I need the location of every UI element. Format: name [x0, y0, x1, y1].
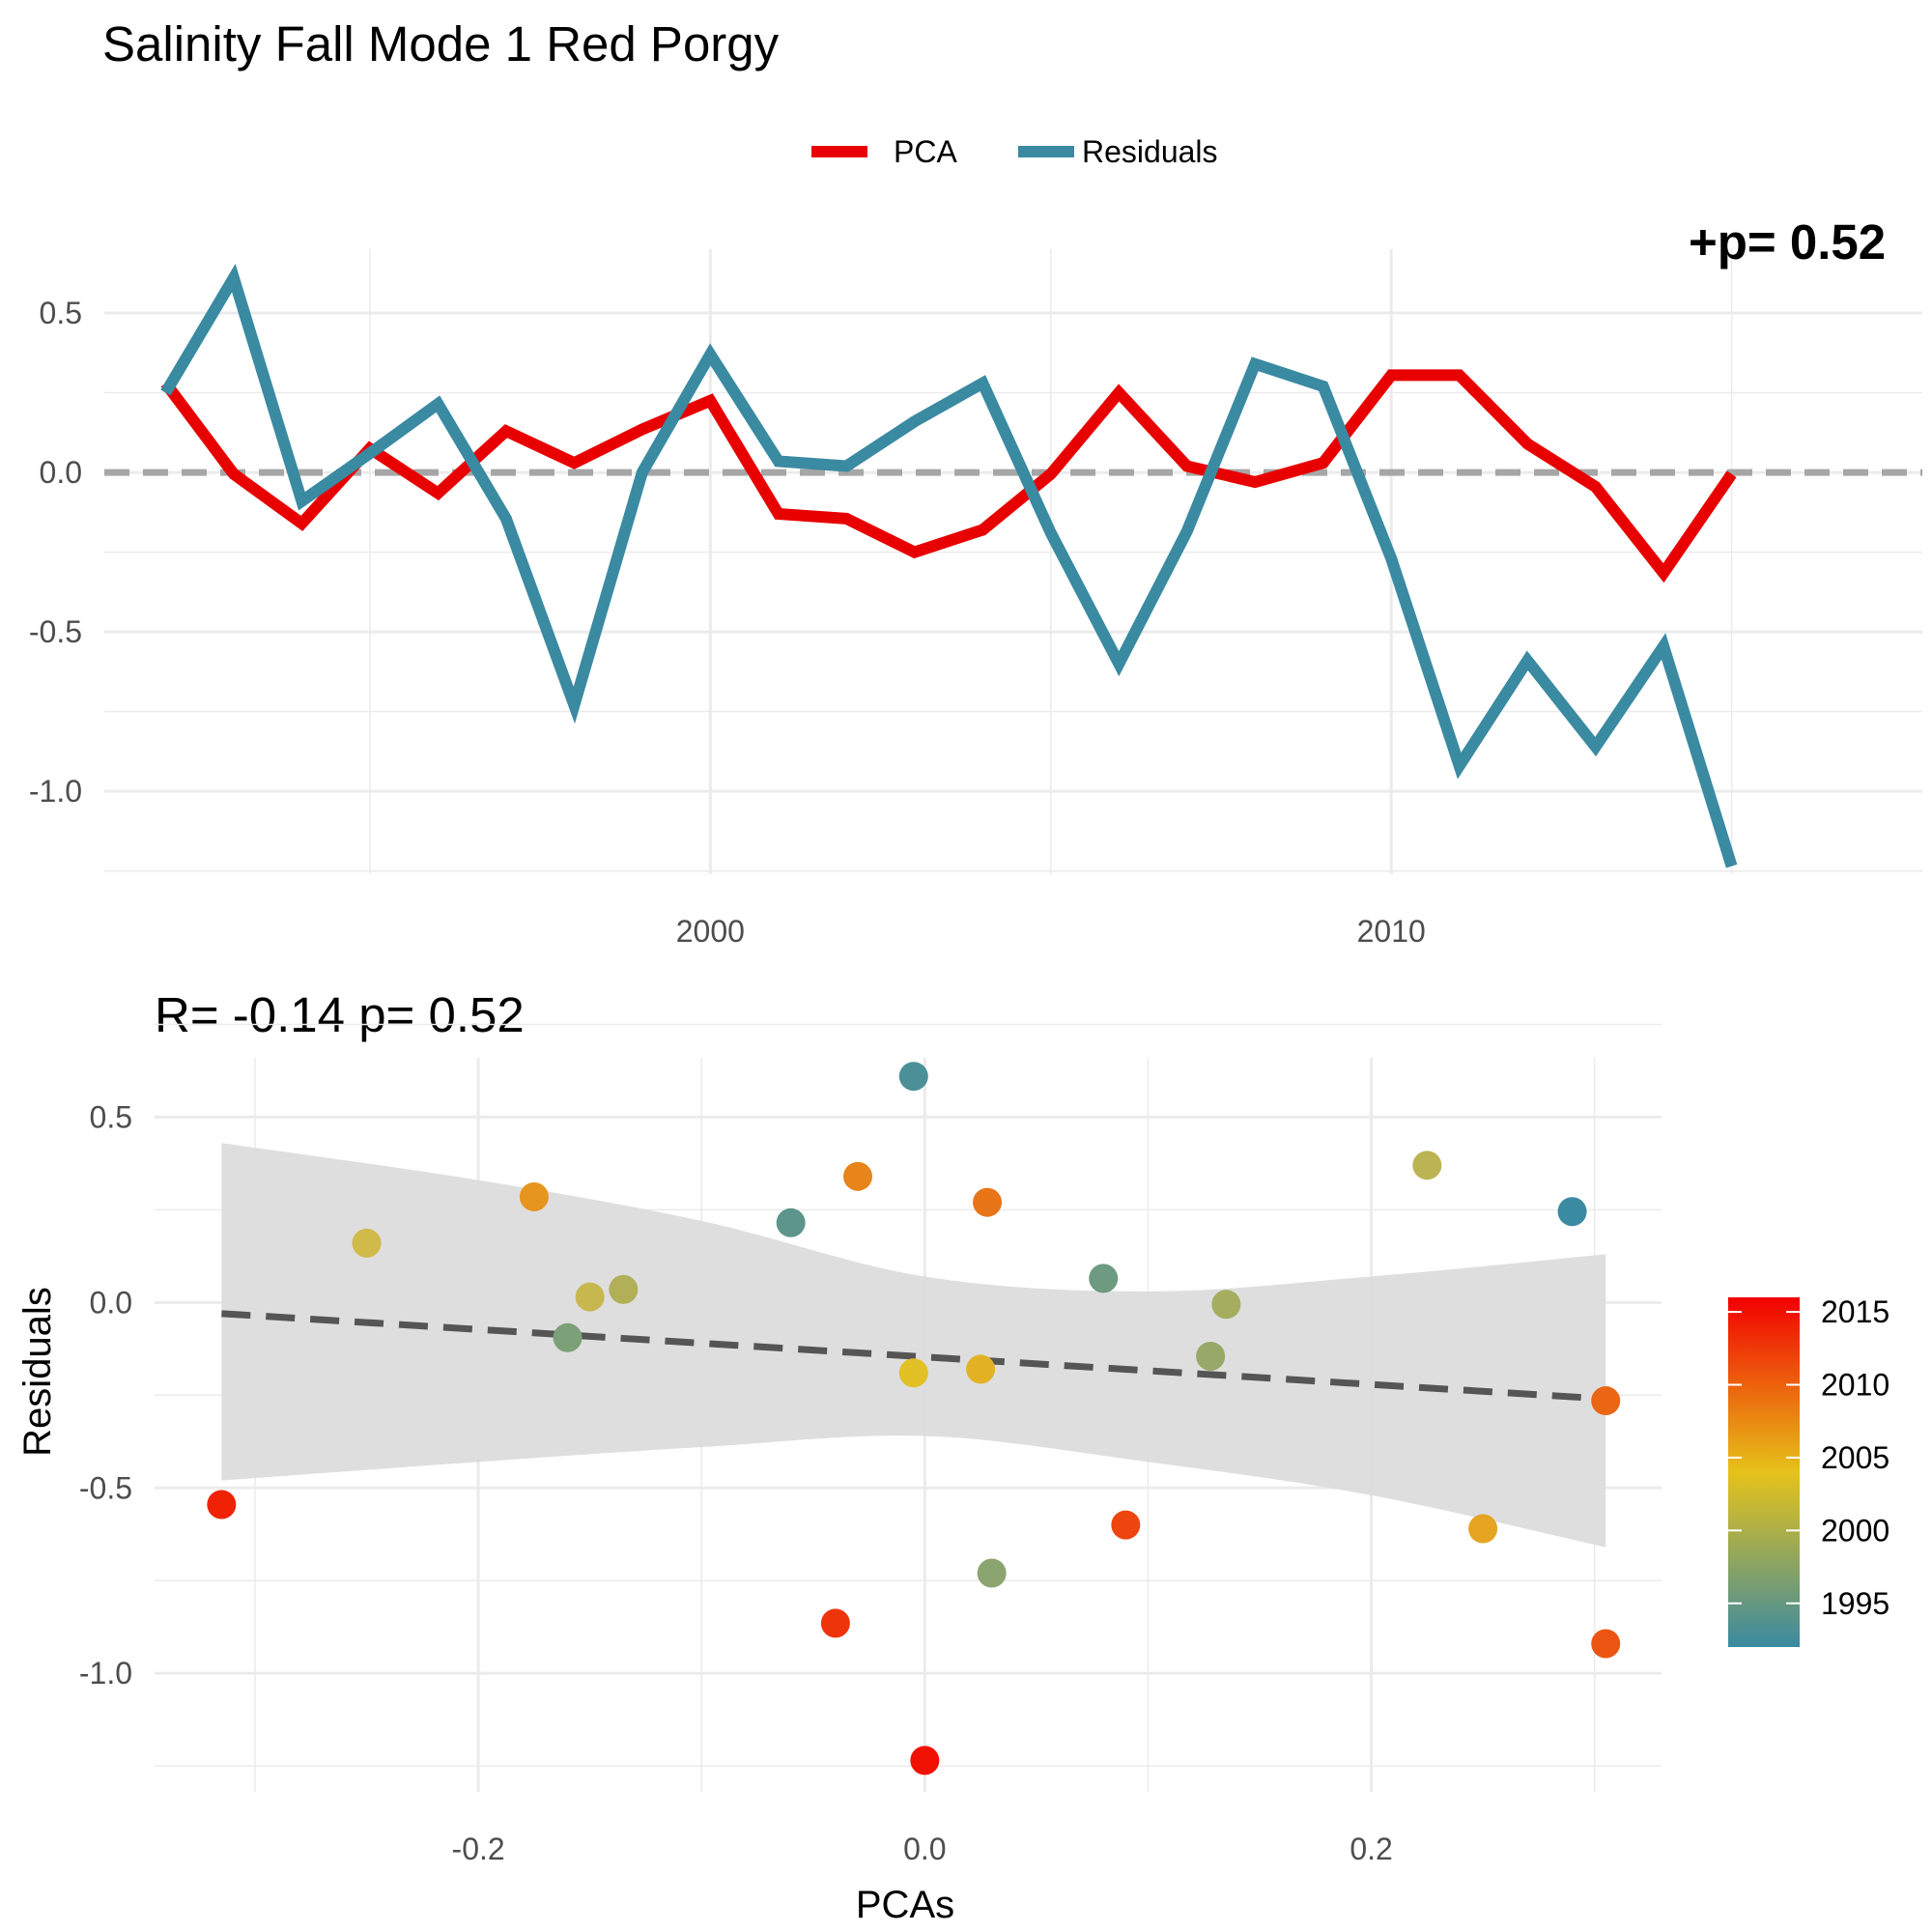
scatter-point — [207, 1490, 237, 1520]
scatter-point — [352, 1228, 382, 1258]
y-axis-label: Residuals — [16, 1287, 59, 1457]
colorbar-tick-label: 2015 — [1821, 1294, 1889, 1329]
year-colorbar: 2015 2010 2005 2000 1995 — [1728, 1294, 1889, 1647]
x-tick-label: 0.2 — [1350, 1832, 1392, 1866]
y-tick-label: -0.5 — [79, 1470, 132, 1505]
scatter-point — [519, 1181, 549, 1211]
scatter-point — [1591, 1629, 1621, 1659]
y-tick-label: 0.0 — [40, 455, 82, 490]
confidence-ribbon — [221, 1143, 1606, 1548]
legend: PCA Residuals — [811, 134, 1218, 169]
scatter-point — [1468, 1514, 1498, 1544]
time-series-panel: 0.5 0.0 -0.5 -1.0 2000 2010 +p= 0.52 — [29, 214, 1922, 949]
x-tick-label: 0.0 — [903, 1832, 946, 1866]
scatter-point — [609, 1274, 639, 1304]
scatter-point — [1196, 1341, 1226, 1371]
x-tick-label: 2000 — [676, 914, 745, 949]
scatter-point — [843, 1161, 872, 1191]
scatter-point — [553, 1322, 582, 1352]
scatter-point — [1211, 1290, 1241, 1320]
colorbar-tick-label: 2005 — [1821, 1440, 1889, 1475]
scatter-point — [898, 1358, 928, 1388]
legend-label-pca: PCA — [894, 134, 957, 169]
x-tick-label: -0.2 — [452, 1832, 505, 1866]
x-axis-label: PCAs — [856, 1884, 954, 1926]
scatter-point — [1111, 1510, 1141, 1540]
legend-label-residuals: Residuals — [1082, 134, 1218, 169]
scatter-subtitle: R= -0.14 p= 0.52 — [155, 987, 525, 1042]
y-tick-label: 0.5 — [40, 296, 82, 330]
colorbar-gradient — [1728, 1297, 1800, 1647]
scatter-point — [973, 1187, 1003, 1217]
y-tick-label: -0.5 — [29, 614, 82, 649]
pca-series-line — [160, 369, 1737, 583]
y-tick-label: -1.0 — [29, 774, 82, 809]
scatter-point — [898, 1062, 928, 1092]
y-tick-label: 0.5 — [90, 1099, 132, 1134]
correlation-annotation-clipped: +p= 0.52 — [1689, 214, 1886, 270]
trend-line — [221, 1310, 1606, 1403]
scatter-point — [977, 1558, 1007, 1588]
scatter-point — [1557, 1197, 1587, 1227]
y-tick-label: 0.0 — [90, 1285, 132, 1320]
scatter-point — [575, 1282, 605, 1312]
residuals-series-line — [160, 263, 1738, 868]
chart-title: Salinity Fall Mode 1 Red Porgy — [102, 16, 780, 71]
scatter-point — [966, 1354, 996, 1384]
scatter-point — [910, 1746, 940, 1776]
colorbar-tick-label: 2010 — [1821, 1368, 1889, 1403]
scatter-point — [776, 1208, 806, 1237]
x-tick-label: 2010 — [1357, 914, 1426, 949]
scatter-point — [820, 1608, 850, 1638]
scatter-point — [1089, 1264, 1119, 1293]
colorbar-tick-label: 1995 — [1821, 1586, 1889, 1621]
colorbar-tick-label: 2000 — [1821, 1513, 1889, 1548]
scatter-point — [1591, 1386, 1621, 1416]
scatter-point — [1412, 1151, 1442, 1180]
scatter-panel: 0.5 0.0 -0.5 -1.0 -0.2 0.0 0.2 — [79, 1023, 1662, 1866]
y-tick-label: -1.0 — [79, 1656, 132, 1690]
